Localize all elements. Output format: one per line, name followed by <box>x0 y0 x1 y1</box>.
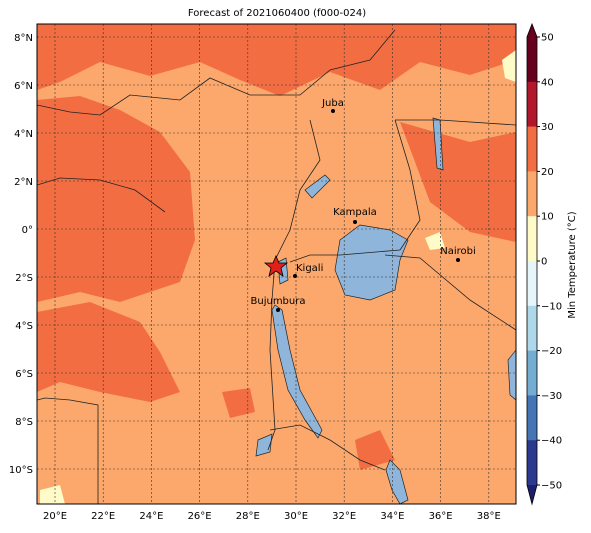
colorbar-band <box>527 126 537 172</box>
lon-label: 30°E <box>284 511 308 522</box>
map-frame <box>36 23 517 505</box>
colorbar-tick-label: 10 <box>541 212 554 223</box>
city-label: Juba <box>321 98 344 109</box>
colorbar-band <box>527 350 537 396</box>
city-label: Nairobi <box>440 246 476 257</box>
lon-label: 26°E <box>188 511 212 522</box>
lon-label: 32°E <box>332 511 356 522</box>
colorbar-band <box>527 440 537 486</box>
colorbar-tick-label: −10 <box>541 301 562 312</box>
colorbar-band <box>527 261 537 307</box>
lat-label: 0° <box>22 225 33 236</box>
colorbar-band <box>527 305 537 352</box>
city-marker <box>331 109 335 113</box>
graticule <box>37 24 516 504</box>
lat-label: 8°S <box>15 417 33 428</box>
lon-label: 20°E <box>43 511 67 522</box>
colorbar-band <box>527 81 537 128</box>
lat-label: 2°N <box>14 177 33 188</box>
lon-label: 36°E <box>429 511 453 522</box>
lat-label: 2°S <box>15 273 33 284</box>
city-marker <box>456 258 460 262</box>
title: Forecast of 2021060400 (f000-024) <box>188 8 366 19</box>
lon-label: 34°E <box>380 511 404 522</box>
lat-label: 8°N <box>14 33 33 44</box>
colorbar-tick-label: −50 <box>541 481 562 492</box>
colorbar-extend <box>527 24 537 37</box>
city-label: Kampala <box>333 207 377 218</box>
lat-label: 6°S <box>15 369 33 380</box>
colorbar-tick-label: −20 <box>541 346 562 357</box>
lon-label: 24°E <box>139 511 163 522</box>
city-marker <box>276 308 280 312</box>
colorbar-tick-label: −30 <box>541 391 562 402</box>
colorbar-tick-label: 50 <box>541 33 554 44</box>
lat-label: 4°N <box>14 129 33 140</box>
colorbar-tick-label: 20 <box>541 167 554 178</box>
lat-label: 4°S <box>15 321 33 332</box>
city-label: Kigali <box>296 263 323 274</box>
map <box>37 24 516 504</box>
colorbar-band <box>527 395 537 441</box>
colorbar-tick-label: −40 <box>541 436 562 447</box>
lon-label: 28°E <box>236 511 260 522</box>
city-label: Bujumbura <box>251 296 306 307</box>
colorbar-tick-label: 40 <box>541 77 554 88</box>
kigali-star <box>263 254 289 277</box>
colorbar-band <box>527 37 537 83</box>
colorbar-band <box>527 171 537 217</box>
colorbar: 50 40 30 20 10 0 −10 −20 −30 −40 −50 <box>526 22 562 506</box>
lat-label: 6°N <box>14 81 33 92</box>
colorbar-extend <box>527 485 537 504</box>
lon-label: 38°E <box>477 511 501 522</box>
colorbar-tick-label: 30 <box>541 122 554 133</box>
city-marker <box>293 274 297 278</box>
lon-label: 22°E <box>91 511 115 522</box>
lat-label: 10°S <box>9 465 33 476</box>
city-marker <box>353 220 357 224</box>
colorbar-label: Min Temperature (°C) <box>567 211 578 318</box>
colorbar-tick-label: 0 <box>541 257 547 268</box>
colorbar-band <box>527 216 537 262</box>
